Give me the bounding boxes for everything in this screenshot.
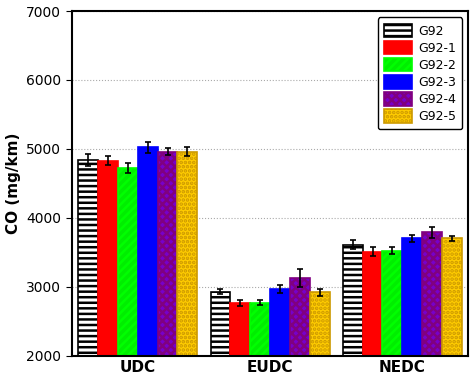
Bar <box>422 232 442 355</box>
Bar <box>442 239 462 355</box>
Bar <box>230 303 250 355</box>
Bar <box>250 303 270 355</box>
Bar <box>402 239 422 355</box>
Y-axis label: CO (mg/km): CO (mg/km) <box>6 133 20 234</box>
Bar <box>343 245 363 355</box>
Bar <box>138 147 158 355</box>
Bar <box>177 152 197 355</box>
Bar <box>383 251 402 355</box>
Bar <box>98 160 118 355</box>
Bar <box>78 160 98 355</box>
Bar <box>310 292 329 355</box>
Bar <box>210 291 230 355</box>
Bar <box>363 251 383 355</box>
Legend: G92, G92-1, G92-2, G92-3, G92-4, G92-5: G92, G92-1, G92-2, G92-3, G92-4, G92-5 <box>378 17 462 130</box>
Bar <box>158 152 177 355</box>
Bar <box>118 168 138 355</box>
Bar <box>270 289 290 355</box>
Bar <box>290 278 310 355</box>
